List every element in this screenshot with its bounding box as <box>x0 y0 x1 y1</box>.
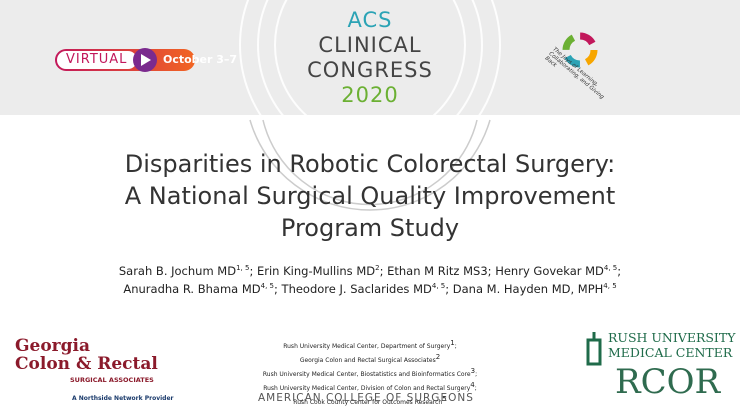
name: Henry Govekar MD <box>495 264 604 278</box>
affiliation: Rush Cook County Center for Outcomes Res… <box>220 394 520 408</box>
superscript: 4, 5 <box>603 282 617 291</box>
georgia-logo: Georgia Colon & Rectal <box>15 337 158 373</box>
superscript: 3 <box>470 367 476 375</box>
separator: ; <box>379 264 384 278</box>
affiliation: Rush University Medical Center, Division… <box>220 380 520 394</box>
name: Theodore J. Saclarides MD <box>281 282 432 296</box>
acs: ACS <box>347 8 393 32</box>
title-line: A National Surgical Quality Improvement <box>124 182 616 210</box>
superscript: 2 <box>375 264 380 273</box>
superscript: 1 <box>450 339 455 347</box>
separator: ; <box>475 371 478 378</box>
separator: ; <box>274 282 278 296</box>
superscript: 2 <box>435 353 441 361</box>
congress: CONGRESS <box>307 58 433 82</box>
year: 2020 <box>341 83 399 107</box>
separator: ; <box>474 385 477 392</box>
name: Rush University Medical Center, Biostati… <box>262 371 471 378</box>
name: Erin King-Mullins MD <box>256 264 376 278</box>
authors-line: Sarah B. Jochum MD1, 5; Erin King-Mullin… <box>40 264 700 278</box>
superscript: 5 <box>442 395 447 403</box>
affiliation: Georgia Colon and Rectal Surgical Associ… <box>220 352 520 366</box>
name: Rush Cook County Center for Outcomes Res… <box>293 399 443 406</box>
separator: ; <box>617 264 622 278</box>
superscript: 1, 5 <box>236 264 250 273</box>
affiliation: Rush University Medical Center, Biostati… <box>220 366 520 380</box>
affiliation: Rush University Medical Center, Departme… <box>220 338 520 352</box>
separator: ; <box>249 264 254 278</box>
authors-line: Anuradha R. Bhama MD4, 5; Theodore J. Sa… <box>40 282 700 296</box>
name: Georgia Colon and Rectal Surgical Associ… <box>299 357 436 364</box>
separator: ; <box>445 282 450 296</box>
footer: AMERICAN COLLEGE OF SURGEONS <box>258 392 474 404</box>
name: Rush University Medical Center, Departme… <box>283 343 451 350</box>
dates: October 3–7 <box>163 53 238 66</box>
logo-line: MEDICAL CENTER <box>608 345 733 360</box>
clinical: CLINICAL <box>318 33 422 57</box>
separator: ; <box>487 264 492 278</box>
superscript: 4 <box>470 381 475 389</box>
affiliations: Rush University Medical Center, Departme… <box>220 338 520 408</box>
title-line: Disparities in Robotic Colorectal Surger… <box>124 150 616 178</box>
tagline: A Northside Network Provider <box>72 395 174 402</box>
logo-line: Georgia <box>15 336 90 356</box>
title-line: Program Study <box>280 214 460 242</box>
name: Dana M. Hayden MD, MPH <box>452 282 604 296</box>
logo-line: RUSH UNIVERSITY <box>608 330 736 345</box>
title: Disparities in Robotic Colorectal Surger… <box>60 148 680 244</box>
name: Anuradha R. Bhama MD <box>123 282 261 296</box>
virtual-label: VIRTUAL <box>66 52 128 67</box>
name: Ethan M Ritz MS3 <box>387 264 488 278</box>
superscript: 4, 5 <box>603 264 618 273</box>
rush-logo: RUSH UNIVERSITY MEDICAL CENTER <box>608 330 735 360</box>
name: Rush University Medical Center, Division… <box>263 385 471 392</box>
logo-line: SURGICAL ASSOCIATES <box>70 376 154 384</box>
rcor: RCOR <box>615 362 721 402</box>
logo-line: Colon & Rectal <box>15 354 158 374</box>
name: Sarah B. Jochum MD <box>118 264 237 278</box>
superscript: 4, 5 <box>260 282 275 291</box>
superscript: 4, 5 <box>431 282 446 291</box>
separator: ; <box>454 343 457 350</box>
